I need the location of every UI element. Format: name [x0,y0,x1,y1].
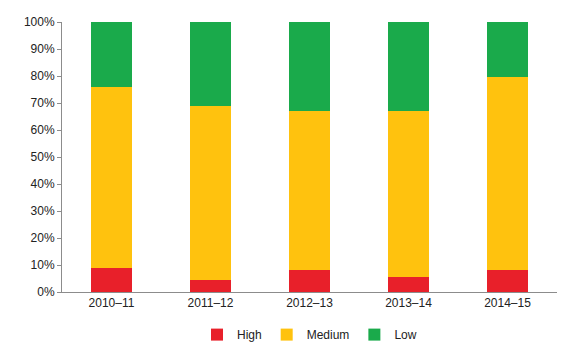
svg-text:40%: 40% [31,177,55,191]
svg-text:90%: 90% [31,42,55,56]
svg-text:30%: 30% [31,204,55,218]
svg-text:80%: 80% [31,69,55,83]
svg-text:High: High [237,328,262,342]
svg-text:0%: 0% [37,285,55,299]
svg-text:100%: 100% [24,15,55,29]
svg-text:10%: 10% [31,258,55,272]
svg-text:2014–15: 2014–15 [484,296,531,310]
svg-text:2011–12: 2011–12 [188,296,234,310]
svg-text:70%: 70% [31,96,55,110]
svg-text:2010–11: 2010–11 [89,296,135,310]
svg-text:60%: 60% [31,123,55,137]
svg-text:Medium: Medium [307,328,350,342]
svg-text:Low: Low [394,328,416,342]
svg-text:2013–14: 2013–14 [385,296,432,310]
svg-text:20%: 20% [31,231,55,245]
svg-text:2012–13: 2012–13 [286,296,333,310]
svg-text:50%: 50% [31,150,55,164]
